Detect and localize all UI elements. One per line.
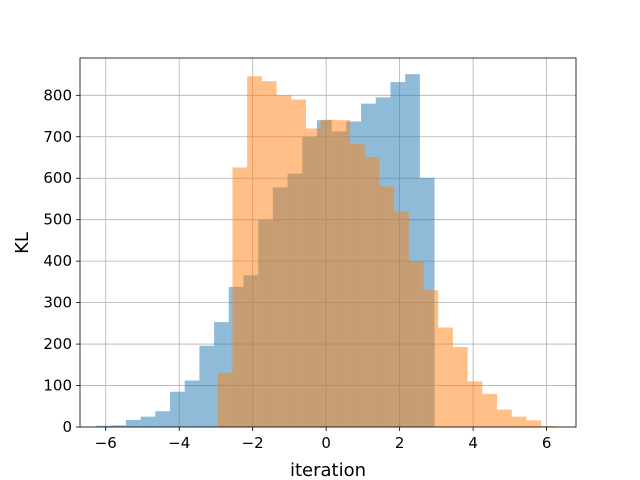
histogram-bar [291, 99, 306, 428]
y-axis-label: KL [12, 232, 33, 254]
x-tick-label: −6 [95, 434, 117, 452]
histogram-bar [408, 261, 424, 427]
y-tick-label: 0 [62, 418, 72, 436]
y-tick-label: 400 [43, 252, 72, 270]
histogram-bar [364, 157, 380, 428]
x-tick-label: 0 [321, 434, 331, 452]
y-tick-label: 300 [43, 294, 72, 312]
x-axis-ticks: −6 −4 −2 0 2 4 6 [95, 427, 552, 452]
y-tick-label: 500 [43, 211, 72, 229]
histogram-bar [276, 95, 292, 427]
x-tick-label: −4 [168, 434, 190, 452]
histogram-bar [155, 411, 171, 427]
histogram-bar [96, 425, 112, 427]
histogram-bar [482, 393, 498, 427]
histogram-bar [184, 380, 200, 427]
histogram-bar [379, 186, 395, 427]
histogram-bar [350, 143, 365, 427]
histogram-bar [320, 119, 336, 428]
y-axis-ticks: 0 100 200 300 400 500 600 700 800 [43, 86, 80, 436]
histogram-bar [261, 81, 277, 427]
x-tick-label: −2 [242, 434, 264, 452]
histogram-bar [394, 211, 409, 427]
histogram-bar [497, 409, 512, 427]
plot-frame [79, 57, 577, 428]
histogram-bar [467, 381, 483, 427]
histogram-bar [217, 372, 233, 427]
y-tick-label: 600 [43, 169, 72, 187]
y-tick-label: 100 [43, 377, 72, 395]
histogram-bar [511, 416, 527, 427]
histogram-bar [199, 345, 215, 427]
histogram-bar [541, 426, 556, 427]
histogram-bar [247, 76, 262, 427]
histogram-bar [438, 327, 453, 427]
x-tick-label: 2 [395, 434, 405, 452]
y-tick-label: 200 [43, 335, 72, 353]
histogram-bar [232, 167, 248, 427]
x-tick-label: 6 [542, 434, 552, 452]
y-tick-label: 700 [43, 128, 72, 146]
histogram-bars [96, 74, 556, 428]
histogram-bar [305, 128, 321, 427]
histogram-bar [125, 419, 141, 427]
histogram-bar [170, 391, 185, 427]
histogram-bar [452, 346, 468, 427]
y-tick-label: 800 [43, 86, 72, 104]
histogram-bar [526, 420, 542, 427]
x-axis-label: iteration [290, 460, 366, 480]
histogram-bar [140, 416, 156, 427]
x-tick-label: 4 [468, 434, 478, 452]
series-1-bars [217, 76, 556, 428]
histogram-bar [335, 120, 351, 427]
histogram-bar [423, 290, 439, 427]
histogram-bar [111, 425, 126, 427]
